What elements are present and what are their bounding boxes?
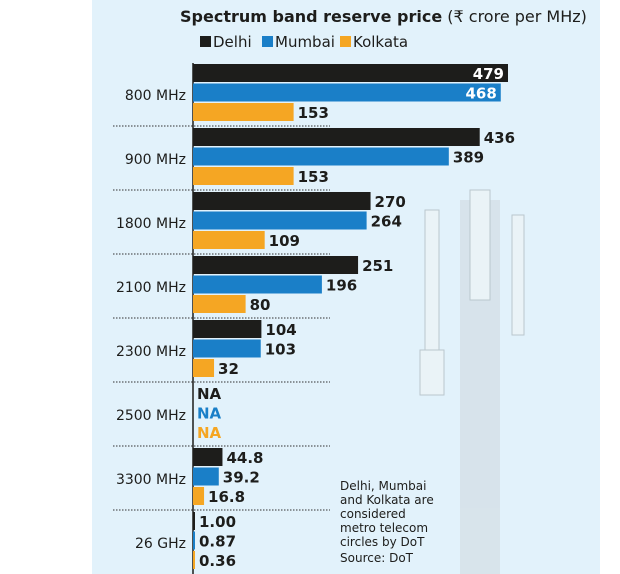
data-label: 0.87 bbox=[199, 533, 236, 551]
bar-mumbai bbox=[193, 83, 501, 102]
note-line: metro telecom bbox=[340, 521, 428, 535]
bar-kolkata bbox=[193, 487, 205, 505]
category-label: 3300 MHz bbox=[116, 472, 186, 488]
data-label: 16.8 bbox=[208, 488, 245, 506]
category-label: 2500 MHz bbox=[116, 408, 186, 424]
data-label: 1.00 bbox=[199, 513, 236, 531]
category-label: 2100 MHz bbox=[116, 280, 186, 296]
data-label: 389 bbox=[453, 149, 484, 167]
legend-swatch-kolkata bbox=[340, 36, 351, 47]
bar-kolkata bbox=[193, 359, 215, 377]
bar-delhi bbox=[193, 320, 262, 338]
bar-kolkata bbox=[193, 551, 195, 569]
bar-mumbai bbox=[193, 147, 449, 166]
data-label: 468 bbox=[465, 85, 496, 103]
legend-swatch-delhi bbox=[200, 36, 211, 47]
data-label: 270 bbox=[375, 193, 406, 211]
data-label: 153 bbox=[298, 104, 329, 122]
category-label: 900 MHz bbox=[125, 152, 186, 168]
bar-kolkata bbox=[193, 167, 294, 185]
legend-label-kolkata: Kolkata bbox=[353, 33, 408, 51]
data-label: 104 bbox=[265, 321, 296, 339]
data-label: 103 bbox=[265, 341, 296, 359]
bar-kolkata bbox=[193, 231, 265, 249]
note-line: and Kolkata are bbox=[340, 493, 434, 507]
data-label: 39.2 bbox=[223, 469, 260, 487]
source-label: Source: DoT bbox=[340, 551, 414, 565]
tower-illustration bbox=[419, 189, 525, 574]
bar-delhi bbox=[193, 192, 371, 210]
data-label: NA bbox=[197, 405, 222, 423]
data-label: 264 bbox=[371, 213, 402, 231]
bar-mumbai bbox=[193, 531, 195, 550]
bar-kolkata bbox=[193, 295, 246, 313]
data-label: 153 bbox=[298, 168, 329, 186]
note-line: Delhi, Mumbai bbox=[340, 479, 426, 493]
data-label: 0.36 bbox=[199, 552, 236, 570]
category-label: 1800 MHz bbox=[116, 216, 186, 232]
legend: Delhi Mumbai Kolkata bbox=[200, 33, 408, 51]
bar-delhi bbox=[193, 128, 480, 146]
data-label: 80 bbox=[250, 296, 271, 314]
bar-delhi bbox=[193, 256, 359, 274]
bar-delhi bbox=[193, 448, 223, 466]
data-label: 479 bbox=[473, 65, 504, 83]
legend-label-delhi: Delhi bbox=[213, 33, 252, 51]
data-label: NA bbox=[197, 385, 222, 403]
bar-mumbai bbox=[193, 467, 219, 486]
bar-mumbai bbox=[193, 211, 367, 230]
data-label: 32 bbox=[218, 360, 239, 378]
bar-mumbai bbox=[193, 275, 322, 294]
data-label: 251 bbox=[362, 257, 393, 275]
data-label: NA bbox=[197, 424, 222, 442]
bar-mumbai bbox=[193, 339, 261, 358]
note-line: considered bbox=[340, 507, 406, 521]
legend-label-mumbai: Mumbai bbox=[275, 33, 335, 51]
data-label: 44.8 bbox=[226, 449, 263, 467]
data-label: 436 bbox=[484, 129, 515, 147]
bar-delhi bbox=[193, 512, 195, 530]
note-line: circles by DoT bbox=[340, 535, 425, 549]
bar-delhi bbox=[193, 64, 508, 82]
category-label: 2300 MHz bbox=[116, 344, 186, 360]
chart-title: Spectrum band reserve price (₹ crore per… bbox=[180, 7, 587, 26]
legend-swatch-mumbai bbox=[262, 36, 273, 47]
data-label: 196 bbox=[326, 277, 357, 295]
category-label: 800 MHz bbox=[125, 88, 186, 104]
category-label: 26 GHz bbox=[135, 536, 186, 552]
bar-kolkata bbox=[193, 103, 294, 121]
data-label: 109 bbox=[269, 232, 300, 250]
